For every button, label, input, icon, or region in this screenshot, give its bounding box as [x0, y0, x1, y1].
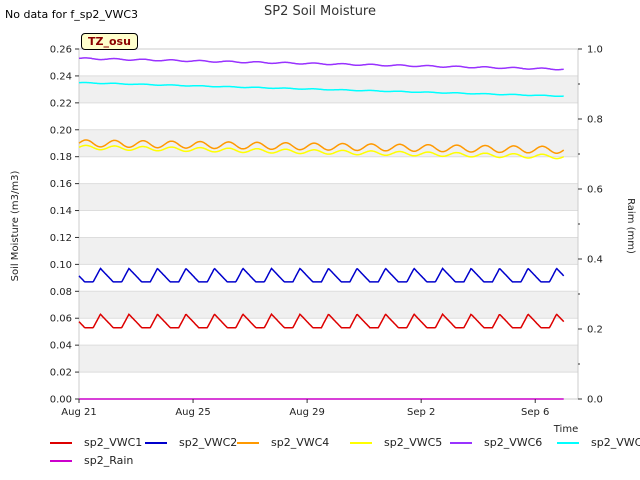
legend-label: sp2_VWC6: [484, 436, 543, 449]
grid-band: [79, 372, 578, 399]
grid-band: [79, 102, 578, 130]
right-axis: 0.0 0.2 0.4 0.6 0.8 1.0: [578, 45, 603, 406]
grid-band: [79, 345, 578, 373]
grid-band: [79, 210, 578, 238]
y-tick-label-right: 1.0: [587, 45, 603, 56]
series-line-sp2_VWC4: [78, 139, 565, 154]
y-tick-label-left: 0.10: [50, 260, 72, 271]
legend-label: sp2_VWC7: [591, 436, 640, 449]
y-tick-label-right: 0.0: [587, 395, 603, 406]
series-line-sp2_VWC7: [78, 81, 564, 98]
y-tick-label-left: 0.12: [50, 233, 72, 244]
y-tick-label-left: 0.26: [50, 45, 72, 56]
y-tick-label-left: 0.06: [50, 314, 72, 325]
series-line-sp2_VWC6: [78, 57, 564, 71]
grid-bands: [79, 48, 578, 400]
grid-band: [79, 129, 578, 157]
x-axis-label: Time: [553, 424, 578, 435]
legend-swatch: [350, 441, 372, 444]
legend-swatch: [50, 459, 72, 462]
y-tick-label-right: 0.2: [587, 325, 603, 336]
legend-label: sp2_VWC4: [271, 436, 330, 449]
y-axis-label-left: Soil Moisture (m3/m3): [10, 171, 21, 282]
series-layer: [78, 57, 565, 400]
legend-item-sp2_VWC2: sp2_VWC2: [145, 436, 237, 449]
site-badge: TZ_osu: [81, 33, 138, 50]
x-tick-label: Aug 21: [61, 407, 96, 418]
legend-item-sp2_VWC1: sp2_VWC1: [50, 436, 142, 449]
legend-item-sp2_VWC4: sp2_VWC4: [237, 436, 329, 449]
y-tick-label-left: 0.08: [50, 287, 72, 298]
y-tick-label-left: 0.20: [50, 125, 72, 136]
legend-label: sp2_VWC2: [179, 436, 238, 449]
y-tick-label-left: 0.00: [50, 395, 72, 406]
x-tick-label: Sep 2: [407, 407, 435, 418]
y-tick-label-right: 0.4: [587, 255, 603, 266]
x-tick-label: Aug 29: [289, 407, 324, 418]
grid-band: [79, 291, 578, 319]
x-tick-label: Sep 6: [521, 407, 549, 418]
x-tick-label: Aug 25: [175, 407, 210, 418]
legend-swatch: [145, 441, 167, 444]
grid-band: [79, 237, 578, 265]
left-axis: 0.00 0.02 0.04 0.06 0.08 0.10 0.12 0.14 0.16 0.18…: [50, 45, 79, 406]
series-line-sp2_VWC5: [78, 144, 565, 160]
y-axis-label-right: Raim (mm): [625, 198, 636, 254]
grid-band: [79, 49, 578, 76]
legend-swatch: [450, 441, 472, 444]
y-tick-label-right: 0.8: [587, 115, 603, 126]
x-axis: Aug 21 Aug 25 Aug 29 Sep 2 Sep 6: [61, 399, 549, 418]
legend-swatch: [50, 441, 72, 444]
chart-title: SP2 Soil Moisture: [263, 4, 376, 19]
legend-item-sp2_VWC5: sp2_VWC5: [350, 436, 442, 449]
y-tick-label-left: 0.18: [50, 152, 72, 163]
legend-label: sp2_Rain: [84, 454, 134, 467]
series-line-sp2_VWC1: [78, 312, 565, 329]
legend-item-sp2_VWC6: sp2_VWC6: [450, 436, 542, 449]
y-tick-label-left: 0.02: [50, 368, 72, 379]
grid-band: [79, 183, 578, 211]
legend-item-sp2_Rain: sp2_Rain: [50, 454, 133, 467]
y-tick-label-left: 0.24: [50, 71, 72, 82]
legend-label: sp2_VWC5: [384, 436, 443, 449]
legend-label: sp2_VWC1: [84, 436, 143, 449]
series-line-sp2_VWC2: [78, 267, 565, 283]
legend-swatch: [557, 441, 579, 444]
y-tick-label-left: 0.04: [50, 341, 72, 352]
legend-item-sp2_VWC7: sp2_VWC7: [557, 436, 640, 449]
no-data-note: No data for f_sp2_VWC3: [5, 8, 139, 21]
y-tick-label-left: 0.14: [50, 206, 72, 217]
y-tick-label-right: 0.6: [587, 185, 603, 196]
y-tick-label-left: 0.22: [50, 98, 72, 109]
legend-swatch: [237, 441, 259, 444]
grid-band: [79, 156, 578, 184]
y-tick-label-left: 0.16: [50, 179, 72, 190]
